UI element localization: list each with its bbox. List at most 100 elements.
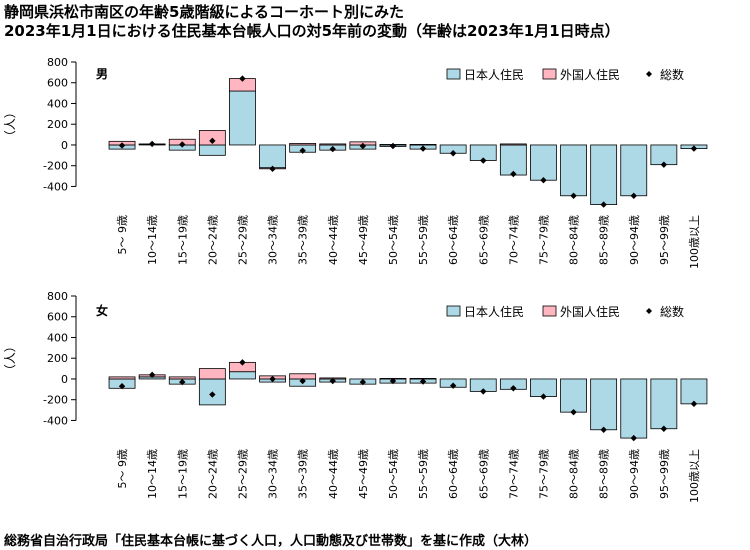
bar-japanese bbox=[590, 144, 618, 205]
x-tick-label: 35～39歳 bbox=[297, 449, 310, 499]
y-tick-label: -400 bbox=[43, 180, 68, 193]
x-tick-label: 55～59歳 bbox=[417, 449, 430, 499]
total-marker bbox=[118, 383, 126, 390]
total-marker bbox=[148, 140, 156, 148]
bar-japanese bbox=[229, 90, 256, 146]
y-tick-label: 600 bbox=[47, 77, 68, 90]
total-marker bbox=[329, 377, 336, 385]
total-marker bbox=[480, 388, 487, 395]
bar-japanese bbox=[198, 144, 226, 156]
total-marker bbox=[449, 150, 457, 157]
total-marker bbox=[389, 142, 397, 150]
x-tick-label: 95～99歳 bbox=[658, 449, 671, 499]
y-axis-label: （人） bbox=[3, 340, 17, 376]
y-tick-label: 200 bbox=[47, 118, 68, 131]
legend-label-foreign: 外国人住民 bbox=[560, 68, 620, 82]
x-tick-label: 20～24歳 bbox=[206, 215, 219, 265]
x-tick-label: 75～79歳 bbox=[537, 449, 550, 499]
x-tick-label: 60～64歳 bbox=[447, 449, 460, 499]
y-tick-label: 200 bbox=[47, 352, 68, 365]
total-marker bbox=[329, 145, 336, 153]
panel-label: 男 bbox=[96, 67, 108, 81]
x-tick-label: 85～89歳 bbox=[598, 449, 611, 499]
legend-marker-total bbox=[646, 308, 652, 314]
bar-japanese bbox=[590, 378, 618, 431]
chart-title-line2: 2023年1月1日における住民基本台帳人口の対5年前の変動（年齢は2023年1月… bbox=[4, 22, 620, 40]
total-marker bbox=[510, 170, 517, 178]
bar-japanese bbox=[620, 144, 648, 197]
legend-label-total: 総数 bbox=[660, 67, 684, 82]
bar-japanese bbox=[530, 144, 557, 181]
y-tick-label: -200 bbox=[43, 394, 68, 407]
x-tick-label: 30～34歳 bbox=[267, 449, 280, 499]
legend-swatch-japanese bbox=[446, 68, 461, 80]
total-marker bbox=[419, 378, 427, 385]
x-tick-label: 45～49歳 bbox=[357, 215, 370, 265]
x-tick-label: 65～69歳 bbox=[477, 215, 490, 265]
bar-foreign bbox=[499, 143, 527, 146]
chart-panel-female: -400 -200 0 200 400 600 800 （人） 女 5～ 9歳 10～14歳 15～1… bbox=[3, 290, 708, 503]
x-tick-label: 70～74歳 bbox=[507, 449, 520, 499]
bar-foreign bbox=[198, 368, 226, 380]
x-tick-label: 75～79歳 bbox=[537, 215, 550, 265]
x-tick-label: 35～39歳 bbox=[297, 215, 310, 265]
legend-swatch-foreign bbox=[542, 68, 557, 80]
total-marker bbox=[269, 165, 276, 173]
bar-foreign bbox=[108, 376, 136, 380]
y-tick-label: 600 bbox=[47, 311, 68, 324]
y-tick-label: 400 bbox=[47, 331, 68, 344]
total-marker bbox=[179, 141, 186, 148]
total-marker bbox=[359, 142, 367, 150]
x-tick-label: 10～14歳 bbox=[146, 215, 159, 265]
chart-panel-male: -400 -200 0 200 400 600 800 （人） 男 5～ 9歳 10～14歳 15～1… bbox=[3, 56, 708, 269]
bar-foreign bbox=[319, 143, 347, 146]
panel-label: 女 bbox=[96, 303, 108, 318]
x-tick-label: 50～54歳 bbox=[387, 215, 400, 265]
legend-swatch-japanese bbox=[446, 305, 461, 317]
total-marker bbox=[389, 377, 397, 385]
legend-label-total: 総数 bbox=[660, 304, 684, 319]
total-marker bbox=[179, 378, 186, 386]
y-tick-label: -400 bbox=[43, 414, 68, 427]
legend-swatch-foreign bbox=[542, 305, 557, 317]
bar-japanese bbox=[560, 378, 587, 413]
total-marker bbox=[419, 145, 427, 152]
legend-label-japanese: 日本人住民 bbox=[464, 68, 524, 82]
total-marker bbox=[118, 142, 126, 149]
x-tick-label: 100歳以上 bbox=[688, 215, 701, 269]
x-tick-label: 100歳以上 bbox=[688, 449, 701, 503]
y-tick-label: -200 bbox=[43, 160, 68, 173]
total-marker bbox=[148, 371, 156, 379]
total-marker bbox=[540, 177, 547, 184]
legend-label-foreign: 外国人住民 bbox=[560, 305, 620, 319]
bar-japanese bbox=[680, 378, 708, 405]
bar-japanese bbox=[650, 378, 678, 430]
bar-japanese bbox=[560, 144, 587, 197]
x-tick-label: 80～84歳 bbox=[568, 215, 581, 265]
chart-title-line1: 静岡県浜松市南区の年齢5歳階級によるコーホート別にみた bbox=[4, 3, 404, 21]
legend: 日本人住民 外国人住民 総数 bbox=[446, 67, 684, 82]
x-tick-label: 40～44歳 bbox=[327, 449, 340, 499]
total-marker bbox=[570, 408, 577, 416]
y-tick-label: 800 bbox=[47, 290, 68, 303]
bar-japanese bbox=[499, 144, 527, 176]
total-marker bbox=[570, 192, 577, 199]
legend-marker-total bbox=[646, 71, 652, 77]
x-tick-label: 45～49歳 bbox=[357, 449, 370, 499]
total-marker bbox=[630, 434, 637, 442]
total-marker bbox=[269, 375, 276, 383]
bar-foreign bbox=[289, 143, 317, 146]
y-tick-label: 0 bbox=[61, 139, 68, 152]
total-marker bbox=[510, 385, 517, 392]
y-tick-label: 800 bbox=[47, 56, 68, 69]
total-marker bbox=[630, 192, 637, 199]
x-tick-label: 30～34歳 bbox=[267, 215, 280, 265]
x-tick-label: 25～29歳 bbox=[236, 449, 249, 499]
x-tick-label: 15～19歳 bbox=[176, 449, 189, 499]
total-marker bbox=[600, 426, 607, 433]
total-marker bbox=[449, 382, 457, 389]
legend-label-japanese: 日本人住民 bbox=[464, 305, 524, 319]
x-tick-label: 25～29歳 bbox=[236, 215, 249, 265]
x-tick-label: 70～74歳 bbox=[507, 215, 520, 265]
